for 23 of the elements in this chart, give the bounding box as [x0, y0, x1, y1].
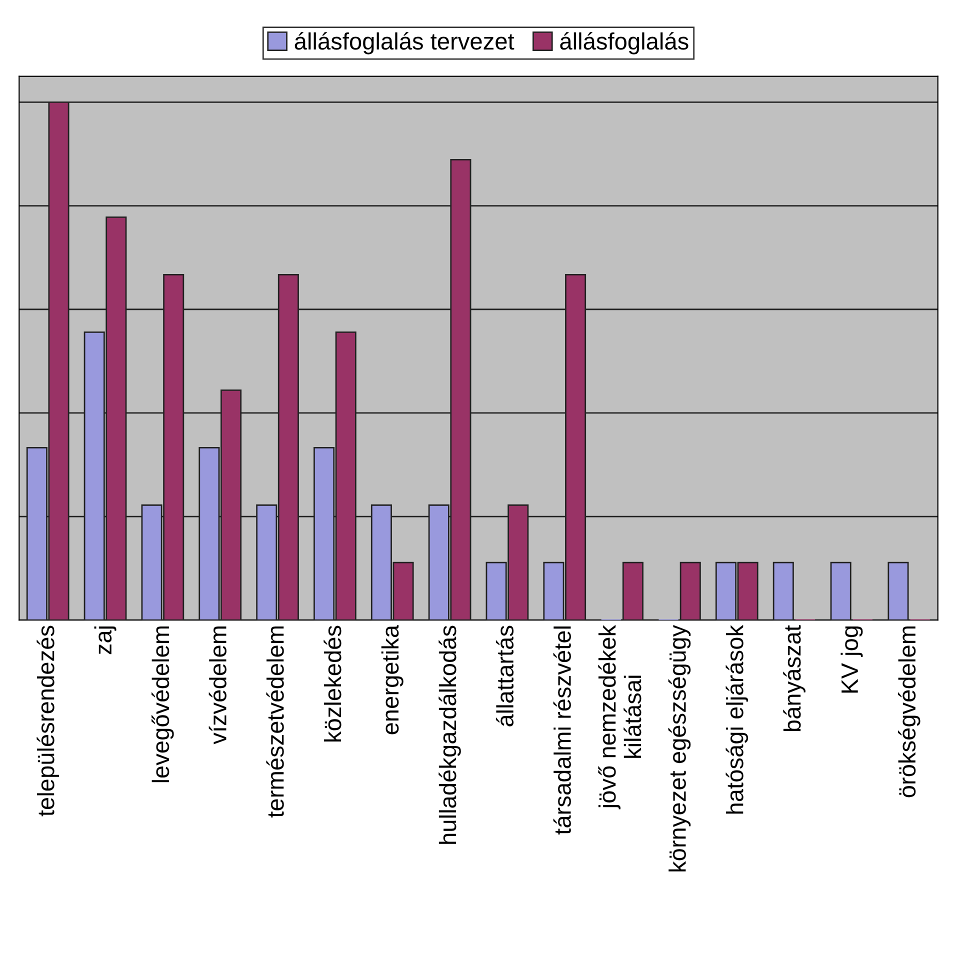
x-tick-label: KV jog [840, 626, 863, 693]
bar [622, 562, 644, 620]
x-tick-label: zaj [94, 626, 116, 654]
x-tick-label: hulladékgazdálkodás [438, 626, 461, 844]
x-tick-label: vízvédelem [208, 626, 226, 744]
bar [830, 562, 852, 620]
x-tick-label: jövő nemzedékek kilátásai [598, 624, 642, 810]
x-tick-label: hatósági eljárások [726, 624, 748, 814]
bar [772, 562, 794, 620]
x-tick-label: természetvédelem [266, 626, 284, 818]
x-tick-label: társadalmi részvétel [553, 626, 571, 835]
bar [888, 562, 909, 620]
x-tick-label: környezet egészségügy [668, 624, 691, 872]
x-tick-label: energetika [381, 624, 404, 734]
x-tick-label: bányászat [783, 625, 806, 732]
legend-label: állásfoglalás [560, 32, 688, 54]
x-tick-label: közlekedés [324, 626, 342, 742]
x-tick-label: levegővédelem [152, 626, 174, 782]
x-tick-label: állattartás [496, 626, 514, 726]
legend-label: állásfoglalás tervezet [294, 32, 514, 54]
bar [680, 562, 701, 620]
x-tick-label: településrendezés [36, 626, 59, 816]
x-tick-label: örökségvédelem [898, 626, 920, 798]
